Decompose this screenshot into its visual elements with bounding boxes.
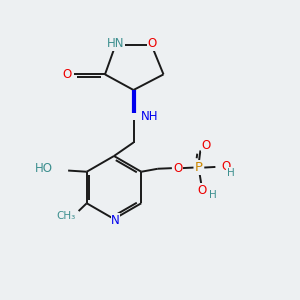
Text: P: P xyxy=(195,161,203,174)
Text: H: H xyxy=(227,168,235,178)
Text: CH₃: CH₃ xyxy=(56,212,75,221)
Text: H: H xyxy=(209,190,217,200)
Text: O: O xyxy=(148,37,157,50)
Text: HN: HN xyxy=(107,37,125,50)
Text: O: O xyxy=(221,160,231,173)
Text: N: N xyxy=(111,214,120,227)
Text: NH: NH xyxy=(141,110,159,123)
Text: HO: HO xyxy=(35,162,53,175)
Text: O: O xyxy=(197,184,206,196)
Text: O: O xyxy=(173,162,182,175)
Text: O: O xyxy=(201,139,210,152)
Text: O: O xyxy=(62,68,71,81)
